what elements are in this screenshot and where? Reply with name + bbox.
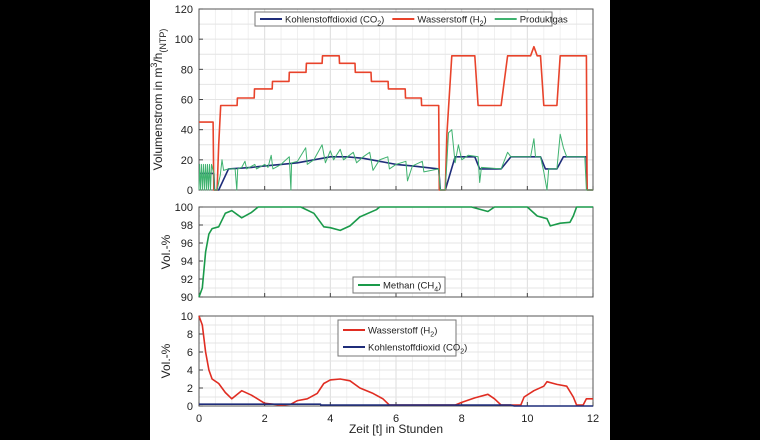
y-tick-label: 92 <box>181 274 193 286</box>
legend-label-sub: 4 <box>434 287 438 294</box>
y-tick-label: 120 <box>175 4 193 16</box>
y-axis-label-part: (NTP) <box>158 29 168 53</box>
y-tick-label: 8 <box>187 329 193 341</box>
y-tick-label: 0 <box>187 185 193 197</box>
legend-label-end: ) <box>464 343 467 354</box>
legend-label-name: Kohlenstoffdioxid (CO <box>285 15 377 26</box>
legend-label-end: ) <box>434 326 437 337</box>
x-tick-label: 2 <box>262 413 268 425</box>
legend-label-name: Kohlenstoffdioxid (CO <box>368 343 460 354</box>
legend-label: Methan (CH4) <box>383 281 441 294</box>
y-tick-label: 80 <box>181 64 193 76</box>
legend-label-sub: 2 <box>460 349 464 356</box>
series-line-3-1 <box>198 315 593 406</box>
legend-label: Wasserstoff (H2) <box>368 326 437 339</box>
legend-label: Kohlenstoffdioxid (CO2) <box>368 343 467 356</box>
y-axis-label-part: 3 <box>150 63 159 68</box>
chart-canvas: 0 20 40 60 80 100 120 Volumenstrom in m3/h(NTP)… <box>150 0 610 440</box>
y-tick-label: 10 <box>181 311 193 323</box>
series-line-3-2 <box>199 403 593 407</box>
y-tick-label: 100 <box>175 202 193 214</box>
legend-label-end: ) <box>484 15 487 26</box>
panel-3: 0 2 4 6 8 10 0 2 4 6 8 10 12 Zeit [t] in Stunden Vol.-… <box>159 311 599 436</box>
legend-label-sub: 2 <box>377 21 381 28</box>
y-axis-label-part: /h <box>151 53 165 63</box>
legend-box <box>352 276 446 294</box>
x-tick-label: 8 <box>459 413 465 425</box>
y-tick-label: 6 <box>187 347 193 359</box>
y-axis-label: Vol.-% <box>159 343 173 378</box>
y-axis-label-part: Volumenstrom in m <box>151 68 165 171</box>
legend-label-end: ) <box>438 281 441 292</box>
legend-2: Methan (CH4) <box>352 276 446 294</box>
x-tick-label: 0 <box>196 413 202 425</box>
y-tick-label: 0 <box>187 401 193 413</box>
y-tick-label: 20 <box>181 155 193 167</box>
y-tick-label: 2 <box>187 383 193 395</box>
x-tick-label: 6 <box>393 413 399 425</box>
y-tick-label: 94 <box>181 256 193 268</box>
panel-1: 0 20 40 60 80 100 120 Volumenstrom in m3/h(NTP) <box>150 4 594 197</box>
y-tick-label: 98 <box>181 220 193 232</box>
legend-3: Wasserstoff (H2)Kohlenstoffdioxid (CO2) <box>337 319 467 357</box>
y-tick-label: 90 <box>181 292 193 304</box>
legend-1: Kohlenstoffdioxid (CO2) Wasserstoff (H2) P… <box>254 11 568 28</box>
y-axis-label: Vol.-% <box>159 234 173 269</box>
series-line-1-3 <box>198 129 593 191</box>
y-tick-label: 60 <box>181 95 193 107</box>
legend-label-sub: 2 <box>480 21 484 28</box>
legend-label-sub: 2 <box>430 332 434 339</box>
legend-label-end: ) <box>381 15 384 26</box>
y-axis-label: Volumenstrom in m3/h(NTP) <box>150 29 168 171</box>
legend-label-name: Wasserstoff (H <box>368 326 430 337</box>
y-tick-label: 96 <box>181 238 193 250</box>
x-tick-label: 12 <box>587 413 599 425</box>
series-line-1-2 <box>199 45 593 191</box>
legend-label: Produktgas <box>520 15 568 26</box>
legend-label: Wasserstoff (H2) <box>417 15 486 28</box>
y-tick-label: 100 <box>175 34 193 46</box>
series-line-2-1 <box>198 206 593 298</box>
legend-label-name: Produktgas <box>520 15 568 26</box>
legend-label: Kohlenstoffdioxid (CO2) <box>285 15 384 28</box>
legend-box <box>337 319 457 357</box>
x-tick-label: 4 <box>327 413 333 425</box>
legend-label-name: Methan (CH <box>383 281 434 292</box>
legend-label-name: Wasserstoff (H <box>417 15 479 26</box>
y-tick-label: 40 <box>181 125 193 137</box>
y-tick-label: 4 <box>187 365 193 377</box>
x-tick-label: 10 <box>521 413 533 425</box>
x-axis-label: Zeit [t] in Stunden <box>349 422 443 436</box>
